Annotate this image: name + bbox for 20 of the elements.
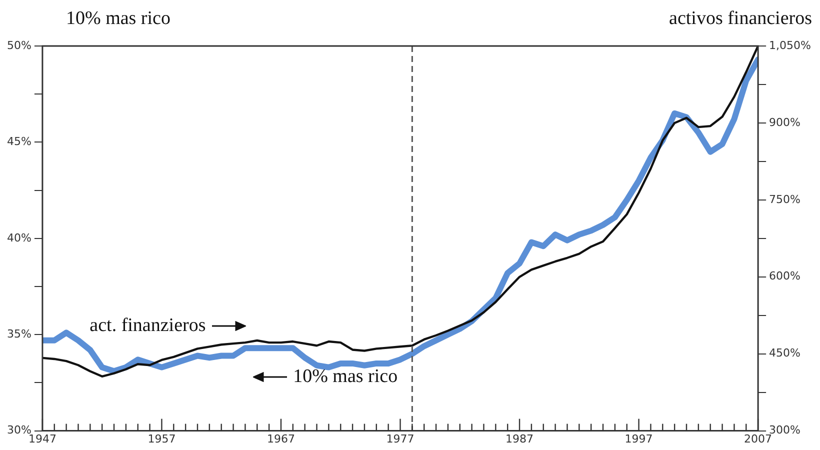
x-tick-label: 1987 (506, 432, 534, 446)
x-tick-label: 1957 (148, 432, 176, 446)
x-tick-label: 1977 (386, 432, 414, 446)
y2-tick-label: 900% (769, 116, 801, 129)
annotation: 10% mas rico (293, 366, 398, 388)
y2-tick-label: 600% (769, 270, 801, 283)
y-axis-title: 10% mas rico (66, 8, 170, 30)
y-tick-label: 45% (6, 135, 32, 148)
y2-axis-title: activos financieros (669, 8, 812, 30)
y-tick-label: 40% (6, 231, 32, 244)
y-tick-label: 30% (6, 424, 32, 437)
x-tick-label: 1997 (624, 432, 653, 446)
x-tick-label: 1967 (266, 432, 295, 446)
annotation: act. finanzieros (90, 315, 206, 338)
x-tick-label: 2007 (744, 432, 772, 446)
y-tick-label: 35% (6, 327, 32, 340)
y2-tick-label: 1,050% (769, 38, 812, 52)
y2-tick-label: 450% (769, 346, 801, 360)
y-tick-label: 50% (6, 38, 32, 52)
y2-tick-label: 750% (769, 192, 801, 206)
